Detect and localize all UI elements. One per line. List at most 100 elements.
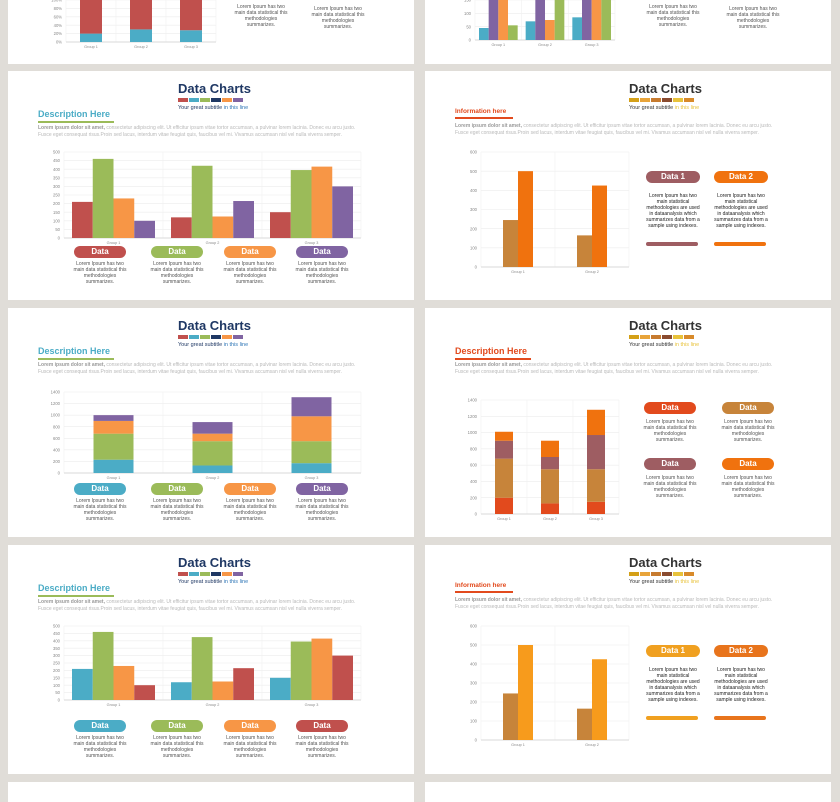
y-tick-label: 600 (53, 436, 61, 441)
swatch (178, 335, 188, 339)
data-pill[interactable]: Data (74, 246, 126, 258)
data-pill[interactable]: Data (74, 483, 126, 495)
x-tick-label: Group 3 (305, 703, 319, 707)
body-text: consectetur adipiscing elit. Ut efficitu… (38, 599, 356, 612)
bar (270, 677, 291, 700)
swatch (233, 98, 243, 102)
slide-row3-right: Data Charts Your great subtitle in this l… (425, 545, 831, 774)
data-pill[interactable]: Data (151, 246, 203, 258)
bar (582, 0, 592, 40)
data-description: Lorem Ipsum has two main data statistica… (295, 498, 349, 522)
y-tick-label: 0 (469, 38, 472, 43)
x-tick-label: Group 3 (305, 476, 319, 480)
bar (503, 693, 518, 740)
x-tick-label: Group 1 (491, 43, 505, 47)
y-tick-label: 0 (475, 738, 478, 743)
bar-segment (80, 33, 102, 42)
y-tick-label: 200 (53, 459, 61, 464)
bar (577, 235, 592, 267)
bar (508, 25, 518, 40)
slide-row2-left: Data Charts Your great subtitle in this l… (8, 308, 414, 537)
bar (113, 198, 135, 238)
data-pill[interactable]: Data 1 (646, 171, 700, 183)
y-tick-label: 200 (470, 226, 478, 231)
x-tick-label: Group 1 (107, 241, 121, 245)
data-pill[interactable]: Data 1 (646, 645, 700, 657)
body-lead: Lorem ipsum dolor sit amet, (455, 597, 522, 603)
bar (601, 0, 611, 40)
chart-0: 100% 80% 60% 40% 20% 0% Group 1 Group 2 Group 3 (51, 0, 217, 49)
section-heading: Information here (455, 582, 507, 589)
section-heading: Description Here (38, 346, 111, 356)
slide-subtitle: Your great subtitle in this line (178, 342, 248, 348)
data-pill[interactable]: Data (296, 720, 348, 732)
y-tick-label: 250 (53, 193, 61, 198)
swatch (640, 335, 650, 339)
bar (592, 659, 607, 740)
data-pill[interactable]: Data (224, 483, 276, 495)
data-pill[interactable]: Data (296, 483, 348, 495)
bar (171, 217, 192, 238)
data-pill[interactable]: Data (722, 402, 774, 414)
y-tick-label: 500 (53, 624, 61, 629)
data-description: Lorem Ipsum has two main data statistica… (721, 475, 775, 499)
y-tick-label: 300 (470, 681, 478, 686)
slide-bottom-left (8, 782, 414, 802)
bar (212, 216, 234, 238)
data-pill[interactable]: Data (644, 402, 696, 414)
y-tick-label: 0 (58, 471, 61, 476)
y-tick-label: 200 (470, 700, 478, 705)
data-pill[interactable]: Data (151, 483, 203, 495)
bar (488, 0, 499, 40)
y-tick-label: 500 (470, 169, 478, 174)
subtitle-main: Your great subtitle (629, 342, 674, 348)
subtitle-accent: in this line (674, 579, 700, 585)
swatch (200, 572, 210, 576)
chart-3: 600 500 400 300 200 100 0 Group 1 Group 2 (470, 150, 630, 274)
bar (92, 631, 114, 700)
body-text: consectetur adipiscing elit. Ut efficitu… (455, 123, 773, 136)
data-pill[interactable]: Data (722, 458, 774, 470)
data-pill[interactable]: Data (644, 458, 696, 470)
bar (191, 637, 213, 700)
subtitle-accent: in this line (223, 105, 249, 111)
y-tick-label: 0 (58, 698, 61, 703)
slide-title: Data Charts (629, 555, 702, 570)
data-pill[interactable]: Data (296, 246, 348, 258)
data-pill[interactable]: Data (224, 246, 276, 258)
bar (72, 668, 93, 700)
data-pill[interactable]: Data 2 (714, 645, 768, 657)
y-tick-label: 200 (470, 495, 478, 500)
y-tick-label: 0 (475, 512, 478, 517)
chart-5: 1400 1200 1000 800 600 400 200 0 Group 1 Group 2 G… (468, 398, 620, 521)
bar-segment (93, 459, 134, 473)
data-description: Lorem Ipsum has two main data statistica… (150, 498, 204, 522)
y-tick-label: 300 (53, 184, 61, 189)
data-pill[interactable]: Data (151, 720, 203, 732)
pill-underline (714, 716, 766, 720)
bar-segment (180, 30, 202, 42)
bar-segment (541, 457, 559, 470)
y-tick-label: 500 (470, 643, 478, 648)
bar-segment (192, 441, 233, 466)
data-pill[interactable]: Data 2 (714, 171, 768, 183)
bar-segment (291, 416, 332, 442)
bar (233, 201, 254, 238)
bar (535, 0, 545, 40)
body-paragraph: Lorem ipsum dolor sit amet, consectetur … (455, 123, 775, 136)
y-tick-label: 100 (53, 218, 61, 223)
data-description: Lorem Ipsum has two main statistical met… (646, 193, 700, 229)
y-tick-label: 600 (470, 463, 478, 468)
data-pill[interactable]: Data (224, 720, 276, 732)
data-pill[interactable]: Data (74, 720, 126, 732)
chart-4: 1400 1200 1000 800 600 400 200 0 Group 1 Group 2 G… (51, 390, 362, 480)
bar-segment (495, 440, 513, 459)
y-tick-label: 400 (53, 447, 61, 452)
bar (591, 0, 602, 40)
swatch (233, 572, 243, 576)
bar (572, 17, 582, 40)
y-tick-label: 80% (54, 6, 63, 11)
swatch (189, 572, 199, 576)
x-tick-label: Group 3 (184, 45, 198, 49)
y-tick-label: 800 (53, 424, 61, 429)
